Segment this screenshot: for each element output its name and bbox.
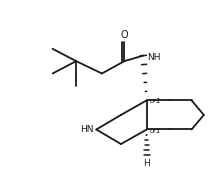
Text: or1: or1 [150,99,161,105]
Text: HN: HN [81,125,94,134]
Text: NH: NH [147,53,160,62]
Text: H: H [143,159,150,168]
Text: O: O [121,30,128,40]
Text: or1: or1 [150,128,161,134]
